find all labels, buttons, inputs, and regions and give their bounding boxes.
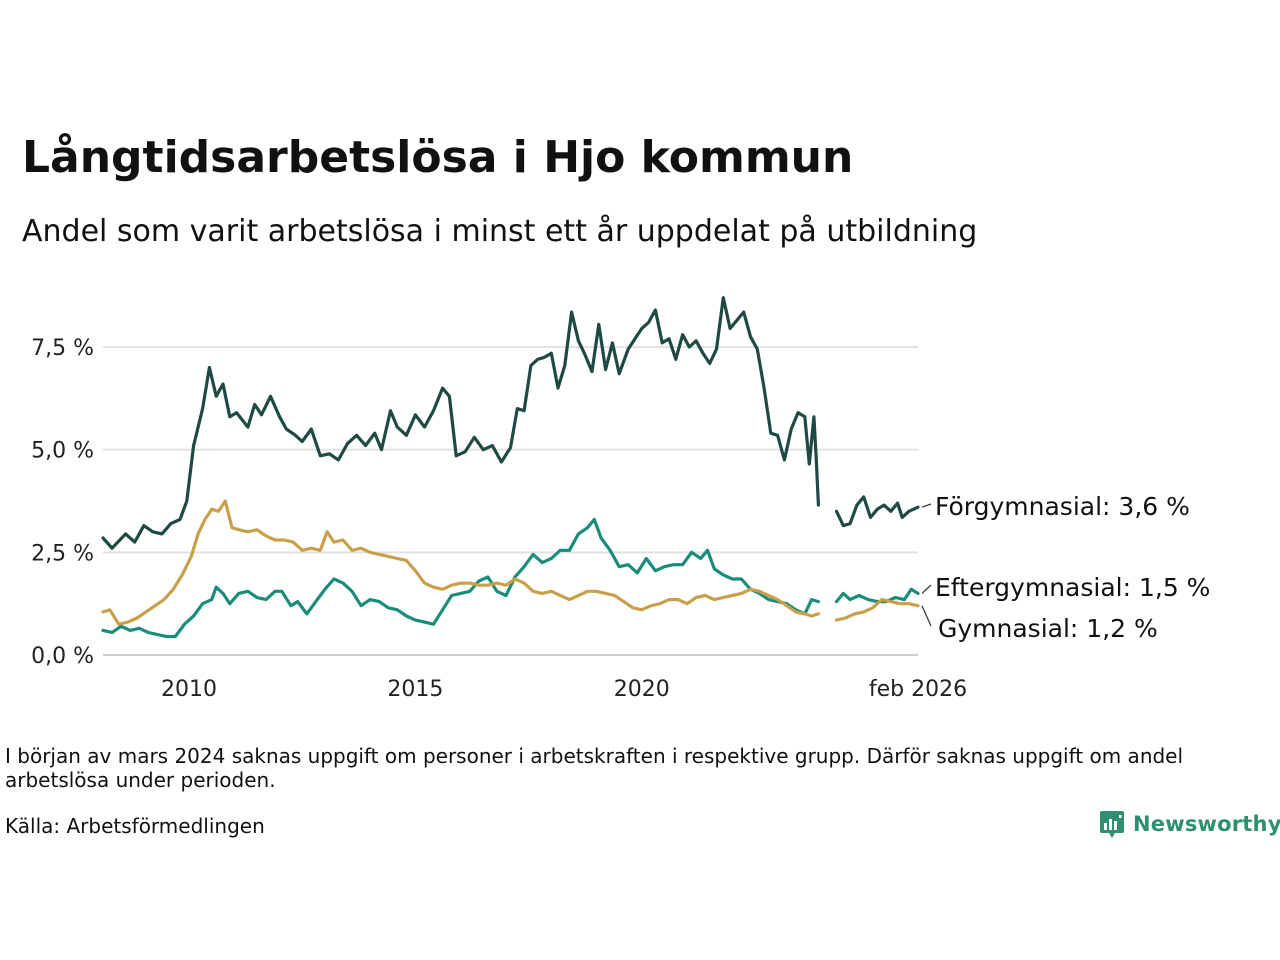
series-lines xyxy=(101,296,920,639)
y-tick-label: 2,5 % xyxy=(31,541,94,566)
x-tick-label: feb 2026 xyxy=(869,677,967,702)
source-note: Källa: Arbetsförmedlingen xyxy=(5,814,265,838)
series-end-labels: Förgymnasial: 3,6 % Eftergymnasial: 1,5 %… xyxy=(921,492,1210,643)
chart-subtitle: Andel som varit arbetslösa i minst ett å… xyxy=(22,214,978,249)
series-end-label-gymnasial: Gymnasial: 1,2 % xyxy=(938,614,1158,643)
series-end-label-förgymnasial: Förgymnasial: 3,6 % xyxy=(935,492,1190,521)
series-line-eftergymnasial xyxy=(101,517,820,639)
y-tick-label: 0,0 % xyxy=(31,644,94,669)
x-tick-label: 2020 xyxy=(614,677,670,702)
series-line-gymnasial xyxy=(101,499,820,626)
series-line-gymnasial-after-gap xyxy=(834,598,920,622)
y-axis-ticks: 0,0 % 2,5 % 5,0 % 7,5 % xyxy=(31,336,94,669)
x-axis-ticks: 2010 2015 2020 feb 2026 xyxy=(161,677,967,702)
newsworthy-logo-icon xyxy=(1100,811,1124,838)
x-tick-label: 2010 xyxy=(161,677,217,702)
footnote: I början av mars 2024 saknas uppgift om … xyxy=(5,744,1184,792)
series-end-label-eftergymnasial: Eftergymnasial: 1,5 % xyxy=(935,573,1210,602)
brand-logo: Newsworthy xyxy=(1099,808,1280,840)
label-leader-line xyxy=(921,584,932,594)
brand-name: Newsworthy xyxy=(1133,812,1280,836)
chart-title: Långtidsarbetslösa i Hjo kommun xyxy=(22,132,854,183)
y-tick-label: 7,5 % xyxy=(31,336,94,361)
series-line-eftergymnasial-after-gap xyxy=(834,587,920,604)
label-leader-line xyxy=(921,605,932,627)
x-tick-label: 2015 xyxy=(387,677,443,702)
series-line-förgymnasial xyxy=(101,296,820,550)
y-tick-label: 5,0 % xyxy=(31,439,94,464)
label-leader-line xyxy=(921,503,932,508)
series-line-förgymnasial-after-gap xyxy=(834,495,920,528)
